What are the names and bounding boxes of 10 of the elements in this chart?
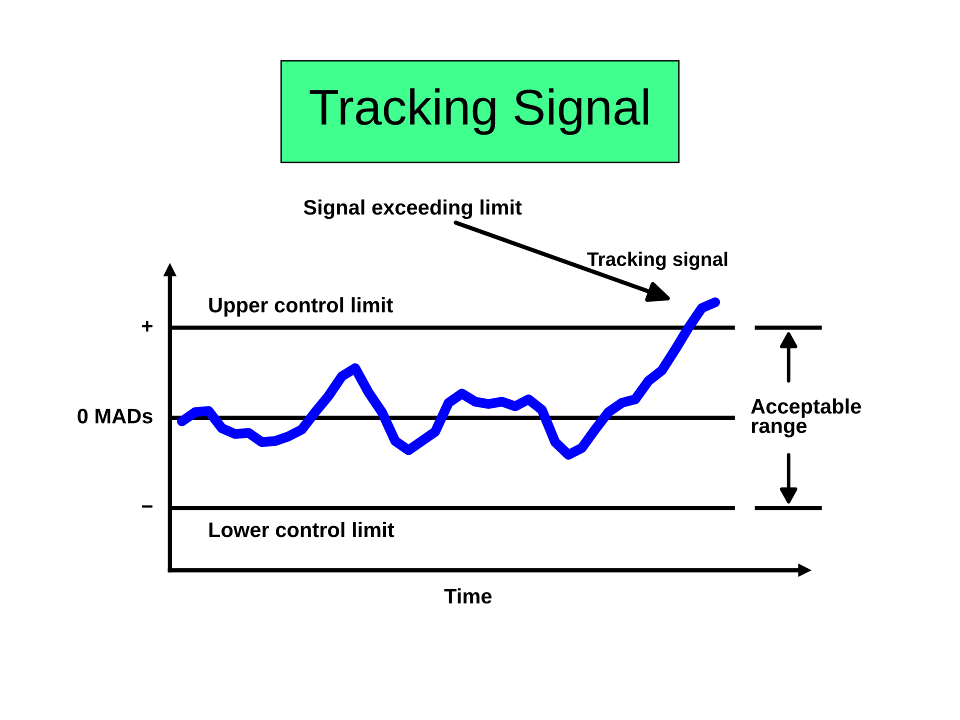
text: Time <box>444 588 492 604</box>
ref-line-label: Lower control limit <box>209 522 394 538</box>
text: Signal exceeding limit <box>304 199 522 219</box>
text: − <box>142 505 152 508</box>
text: Acceptable range <box>751 398 861 438</box>
ref-line-label: Upper control limit <box>209 297 393 317</box>
text: Tracking signal <box>587 252 728 270</box>
chart-title: Tracking Signal <box>310 88 648 135</box>
text: 0 MADs <box>78 408 152 424</box>
text: + <box>142 320 152 332</box>
